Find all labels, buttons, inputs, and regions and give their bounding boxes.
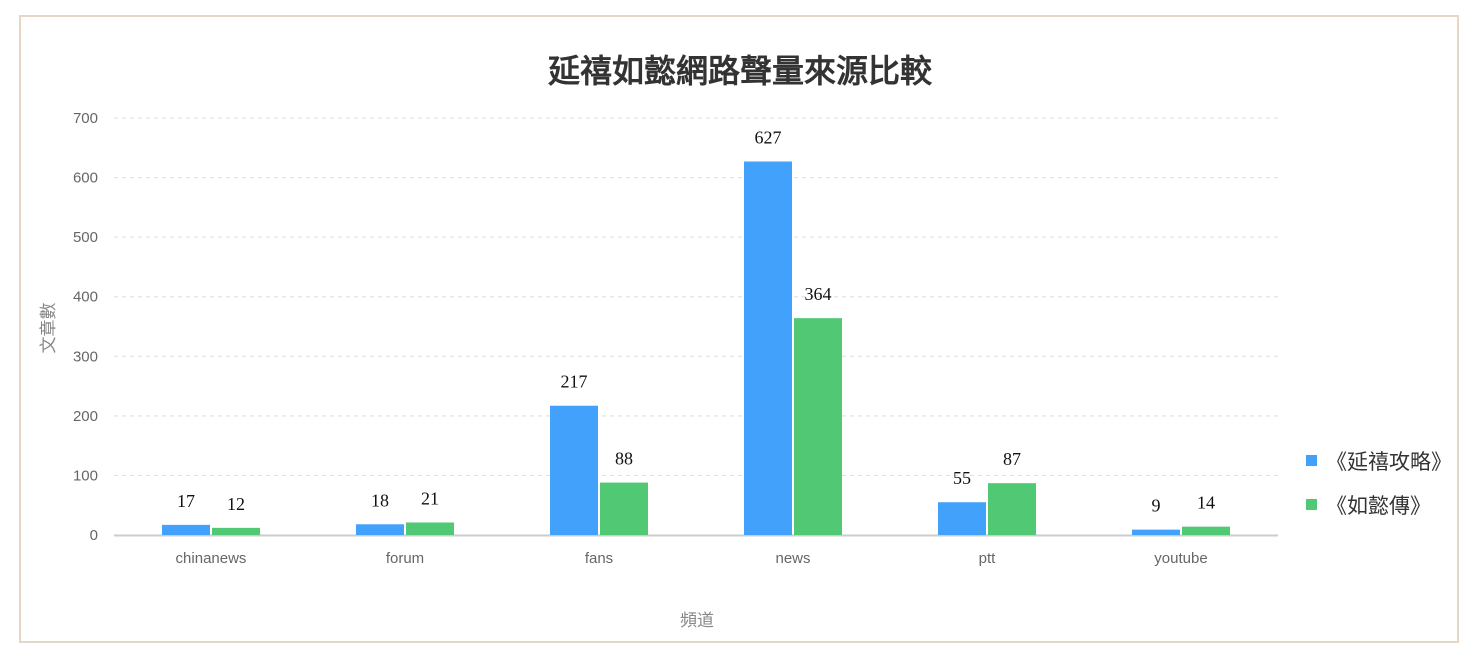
data-label: 627 bbox=[755, 127, 782, 147]
y-tick-label: 0 bbox=[90, 527, 98, 544]
y-tick-label: 100 bbox=[73, 467, 98, 484]
bars bbox=[162, 161, 1230, 536]
data-label: 88 bbox=[615, 449, 633, 469]
bar bbox=[1132, 529, 1180, 535]
data-label: 55 bbox=[953, 468, 971, 488]
bar bbox=[356, 524, 404, 535]
y-tick-label: 300 bbox=[73, 348, 98, 365]
x-axis-title: 頻道 bbox=[680, 611, 714, 631]
data-label: 18 bbox=[371, 490, 389, 510]
x-tick-label: news bbox=[775, 550, 810, 567]
y-axis-title: 文章數 bbox=[39, 303, 59, 354]
data-label: 21 bbox=[421, 488, 439, 508]
data-label: 12 bbox=[227, 494, 245, 514]
legend: 《延禧攻略》《如懿傳》 bbox=[1306, 450, 1452, 518]
bar bbox=[1182, 526, 1230, 535]
bar bbox=[406, 522, 454, 535]
y-tick-label: 500 bbox=[73, 229, 98, 246]
chart-title: 延禧如懿網路聲量來源比較 bbox=[547, 52, 933, 90]
y-tick-label: 200 bbox=[73, 408, 98, 425]
x-tick-label: youtube bbox=[1154, 550, 1207, 567]
bar bbox=[938, 502, 986, 535]
y-axis-ticks: 0 100 200 300 400 500 600 700 bbox=[73, 110, 98, 544]
chart-frame bbox=[19, 15, 1459, 643]
legend-swatch bbox=[1306, 499, 1317, 510]
y-tick-label: 400 bbox=[73, 289, 98, 306]
x-axis-ticks: chinanews forum fans news ptt youtube bbox=[176, 550, 1208, 567]
bar bbox=[744, 161, 792, 536]
gridlines bbox=[114, 117, 1278, 477]
bar bbox=[550, 405, 598, 535]
data-label: 217 bbox=[561, 372, 588, 392]
legend-label: 《如懿傳》 bbox=[1326, 494, 1431, 518]
bar bbox=[162, 524, 210, 535]
x-tick-label: forum bbox=[386, 550, 424, 567]
bar bbox=[988, 483, 1036, 535]
bar bbox=[600, 482, 648, 535]
y-tick-label: 700 bbox=[73, 110, 98, 127]
bar bbox=[212, 527, 260, 535]
data-label: 87 bbox=[1003, 449, 1021, 469]
x-tick-label: ptt bbox=[979, 550, 997, 567]
legend-swatch bbox=[1306, 455, 1317, 466]
data-label: 14 bbox=[1197, 493, 1215, 513]
data-label: 17 bbox=[177, 491, 195, 511]
bar bbox=[794, 318, 842, 535]
x-tick-label: chinanews bbox=[176, 550, 247, 567]
legend-label: 《延禧攻略》 bbox=[1326, 450, 1452, 474]
data-label: 9 bbox=[1152, 496, 1161, 516]
data-label: 364 bbox=[805, 284, 832, 304]
y-tick-label: 600 bbox=[73, 170, 98, 187]
x-tick-label: fans bbox=[585, 550, 613, 567]
data-labels: 17 12 18 21 217 88 627 364 55 87 9 14 bbox=[177, 127, 1215, 515]
